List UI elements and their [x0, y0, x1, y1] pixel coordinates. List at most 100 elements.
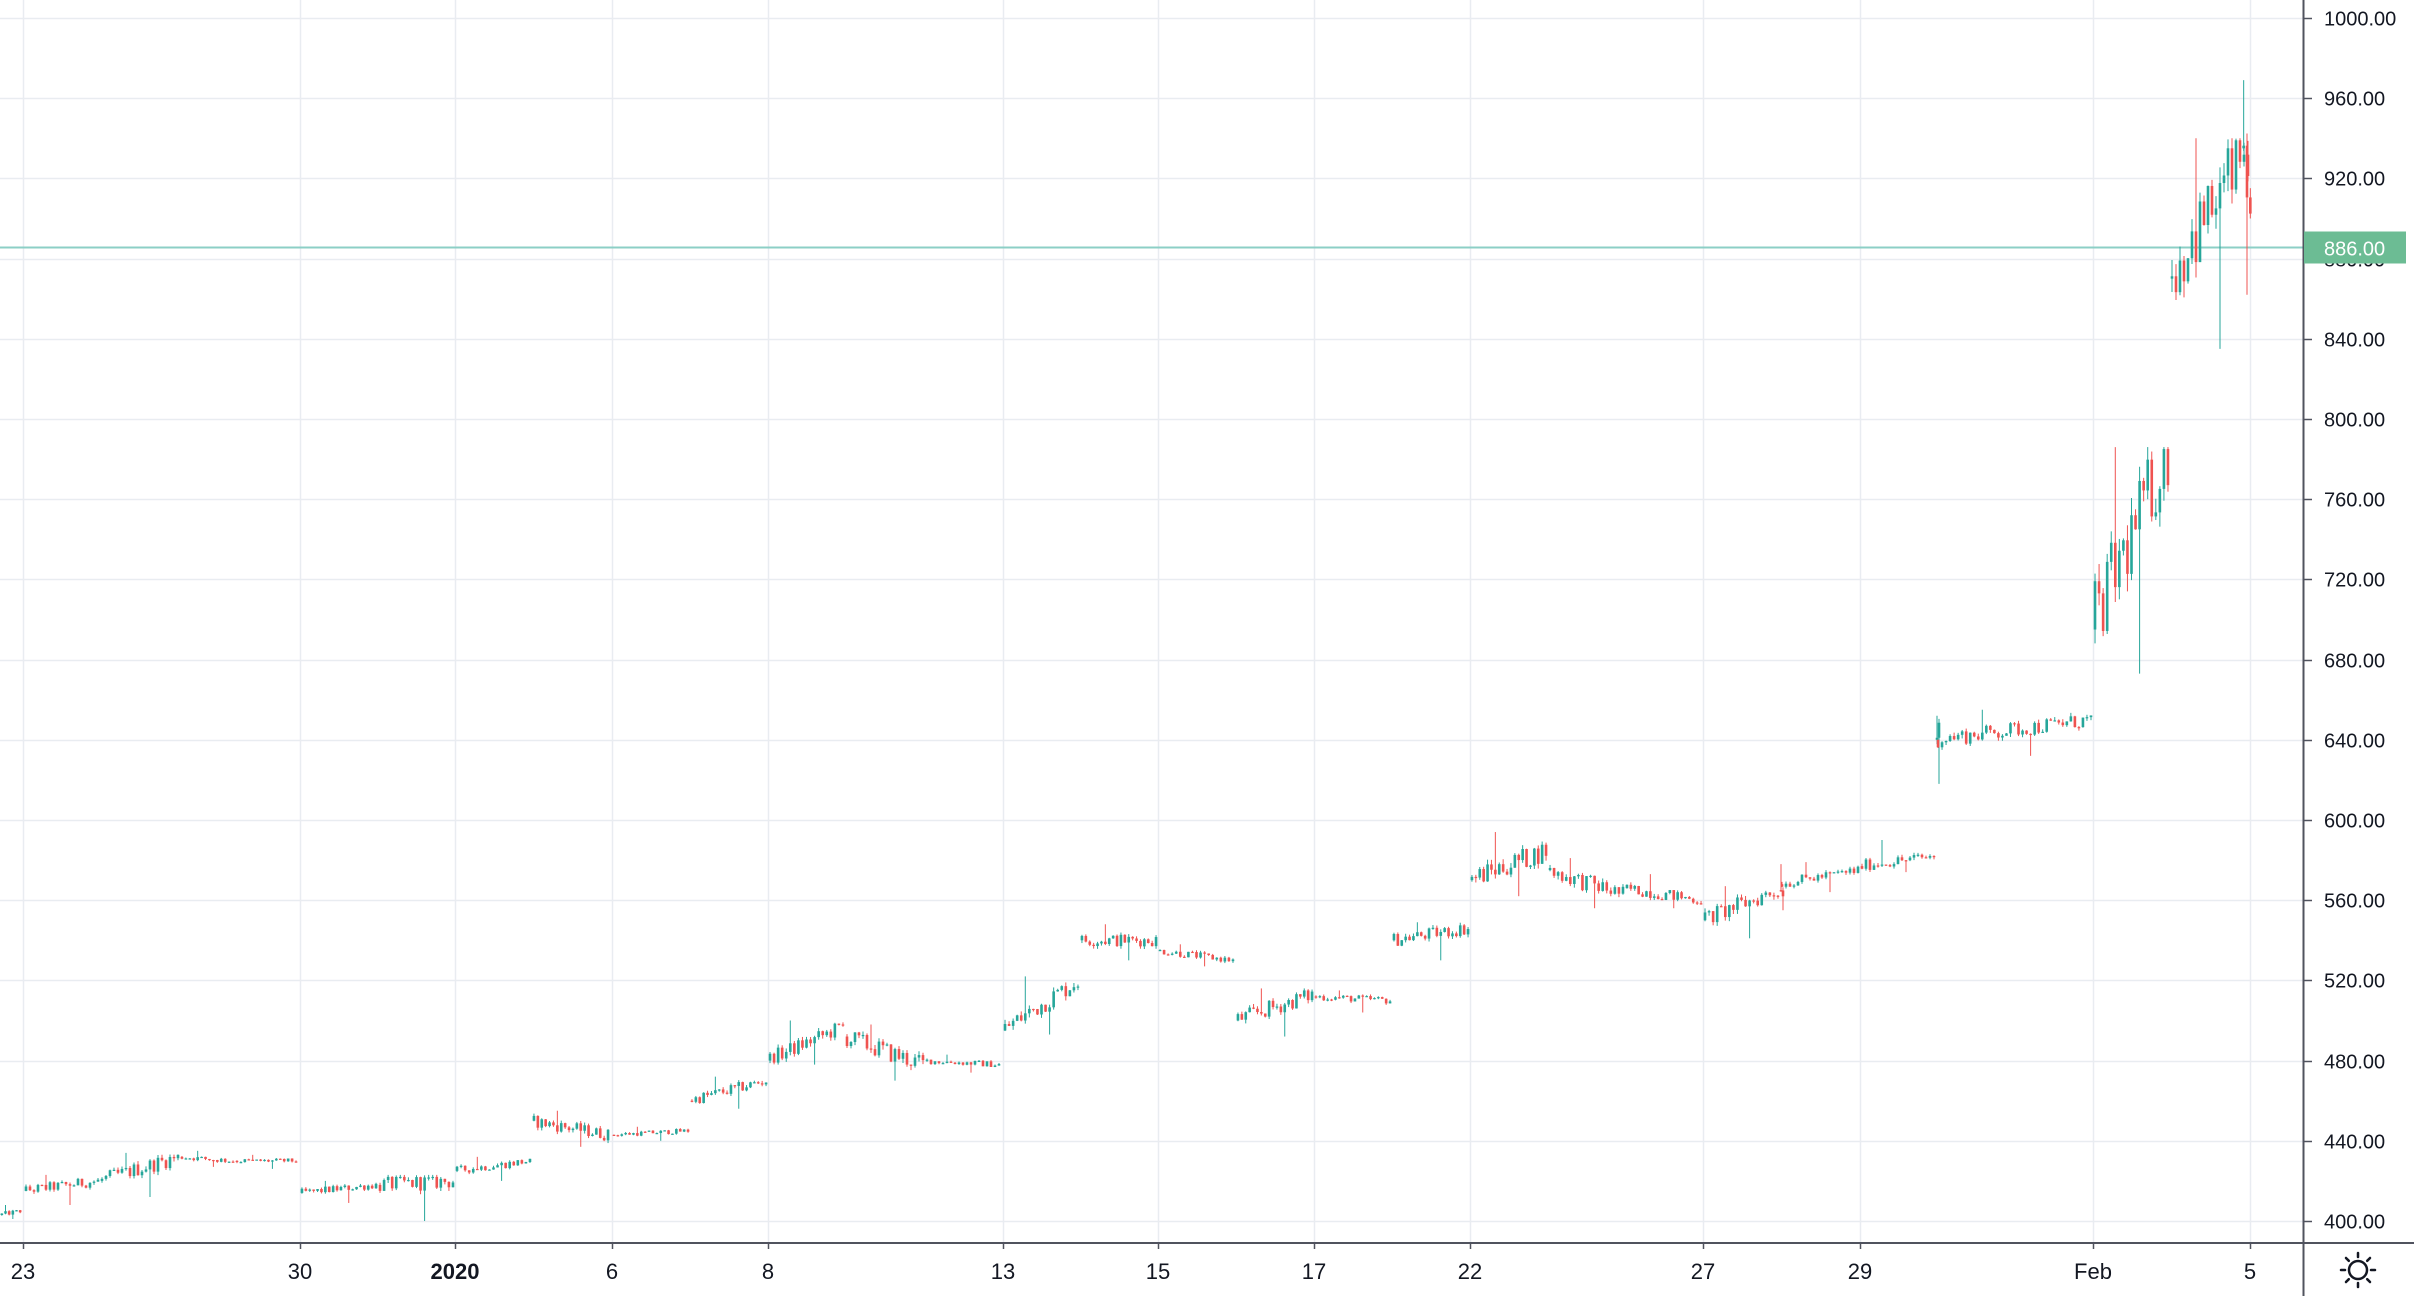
candle-body — [1633, 886, 1637, 889]
candle-body — [455, 1166, 459, 1171]
candle-body — [335, 1186, 339, 1191]
candle-body — [1240, 1014, 1244, 1020]
candle-body — [1322, 996, 1326, 1001]
candle-body — [2029, 733, 2032, 736]
candle-body — [104, 1175, 108, 1179]
sun-gear-icon[interactable] — [2339, 1251, 2377, 1289]
candle-body — [849, 1042, 853, 1047]
time-tick-label: 30 — [288, 1259, 312, 1284]
candle-body — [1848, 868, 1852, 873]
candle-body — [180, 1156, 184, 1159]
candle-body — [216, 1160, 219, 1162]
candle-body — [1236, 1014, 1240, 1021]
candle-body — [1211, 954, 1215, 960]
candle-body — [84, 1185, 88, 1188]
candle-body — [259, 1159, 262, 1161]
candle-body — [1656, 896, 1660, 900]
candle-body — [1788, 883, 1792, 887]
price-tick-label: 800.00 — [2324, 410, 2385, 432]
candle-body — [1912, 855, 1916, 858]
candle-body — [1146, 939, 1150, 944]
candle-body — [949, 1061, 953, 1063]
candle-body — [686, 1129, 690, 1132]
candle-body — [1003, 1023, 1007, 1031]
candle-body — [1135, 938, 1138, 941]
candle-body — [1187, 951, 1190, 958]
candle-body — [1263, 1013, 1267, 1017]
candle-body — [1203, 952, 1206, 954]
candle-body — [602, 1137, 606, 1141]
candle-body — [961, 1062, 965, 1065]
time-tick-label: 5 — [2244, 1259, 2256, 1284]
candle-body — [760, 1083, 764, 1085]
candle-body — [797, 1040, 800, 1054]
candle-body — [559, 1123, 563, 1132]
candle-body — [403, 1176, 406, 1181]
candle-body — [2097, 581, 2101, 594]
candle-body — [945, 1061, 949, 1064]
candle-body — [1474, 876, 1478, 879]
candle-body — [447, 1181, 451, 1188]
candle-body — [2182, 260, 2186, 282]
candle-body — [1036, 1009, 1039, 1015]
candle-body — [2154, 512, 2158, 517]
sun-gear-icon-core — [2347, 1259, 2369, 1281]
candle-body — [598, 1128, 602, 1138]
candle-body — [1267, 1000, 1271, 1017]
candle-body — [1032, 1008, 1035, 1011]
candle-body — [1044, 1004, 1047, 1012]
candle-body — [2174, 276, 2178, 293]
candle-body — [1007, 1023, 1011, 1026]
candle-body — [833, 1023, 837, 1038]
candle-body — [721, 1089, 725, 1093]
candle-body — [1170, 953, 1174, 955]
candle-body — [378, 1184, 382, 1191]
candle-body — [1956, 734, 1960, 740]
candle-body — [156, 1157, 160, 1172]
candle-body — [92, 1181, 96, 1183]
candle-body — [484, 1166, 487, 1171]
candle-body — [36, 1184, 40, 1192]
candle-body — [52, 1182, 56, 1190]
candle-body — [753, 1082, 756, 1084]
candle-body — [2118, 550, 2121, 588]
candle-body — [671, 1133, 674, 1135]
candle-body — [116, 1169, 120, 1173]
candle-body — [1836, 871, 1840, 873]
candle-body — [200, 1156, 203, 1159]
candle-body — [1732, 905, 1735, 910]
candle-body — [2142, 480, 2145, 491]
candle-body — [973, 1060, 977, 1065]
candle-body — [463, 1165, 467, 1171]
candle-body — [595, 1128, 598, 1135]
candle-body — [80, 1178, 84, 1186]
candle-body — [1427, 928, 1431, 939]
candle-body — [1976, 736, 1980, 740]
candle-body — [136, 1164, 140, 1176]
candle-body — [706, 1092, 709, 1095]
candle-body — [651, 1130, 655, 1134]
candle-body — [366, 1185, 370, 1190]
candle-body — [239, 1162, 243, 1164]
candle-body — [243, 1159, 247, 1163]
time-tick-label: 27 — [1691, 1259, 1715, 1284]
time-axis[interactable]: 23 30 2020 6 8 13 15 17 22 27 29 Feb 5 — [11, 1242, 2256, 1284]
candle-body — [2218, 183, 2222, 209]
candle-body — [1060, 986, 1064, 990]
candle-body — [504, 1162, 507, 1169]
price-axis[interactable]: 400.00 440.00 480.00 520.00 560.00 600.00 640.… — [2303, 9, 2396, 1234]
candle-body — [1744, 899, 1747, 907]
candle-body — [997, 1064, 1001, 1066]
price-tick-label: 760.00 — [2324, 490, 2385, 512]
candle-body — [132, 1164, 136, 1177]
candle-body — [1752, 900, 1755, 902]
price-tick-label: 480.00 — [2324, 1052, 2385, 1074]
candle-body — [1064, 986, 1068, 997]
candle-body — [1828, 872, 1832, 874]
candle-body — [1707, 911, 1711, 913]
candle-body — [1625, 884, 1629, 889]
candle-body — [431, 1176, 435, 1179]
candle-body — [1494, 869, 1497, 875]
